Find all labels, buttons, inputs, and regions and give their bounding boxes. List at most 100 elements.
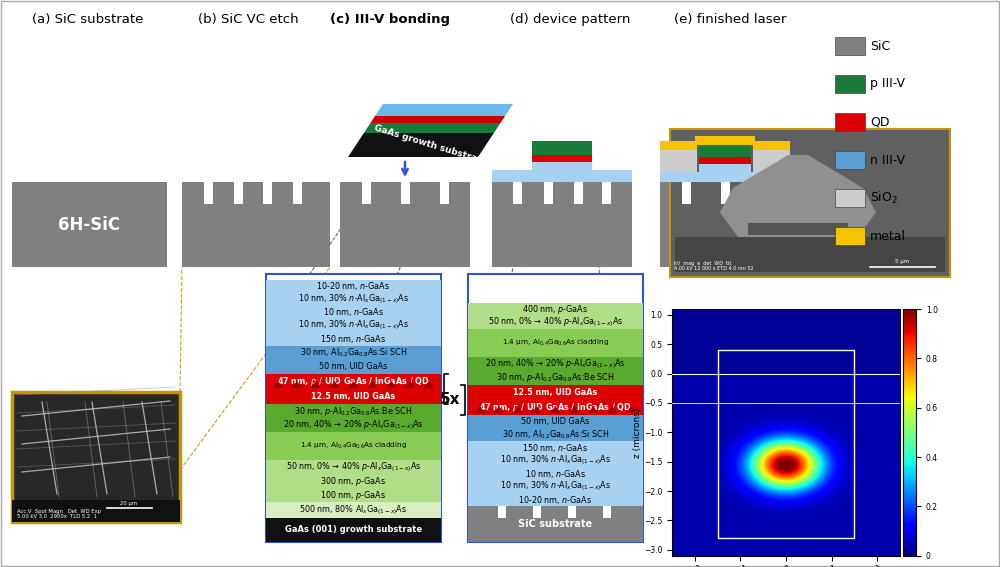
Bar bbox=[718, 350, 854, 538]
Bar bbox=[12, 392, 180, 522]
Text: 20 nm, 40% → 20% $p$-Al$_x$Ga$_{(1-x)}$As: 20 nm, 40% → 20% $p$-Al$_x$Ga$_{(1-x)}$A… bbox=[485, 357, 626, 371]
Text: 47 nm, $p$ / UID GaAs / InGaAs / QD: 47 nm, $p$ / UID GaAs / InGaAs / QD bbox=[479, 400, 632, 413]
Text: 4.00 kV 12 000 x ETD 4.0 nm 52: 4.00 kV 12 000 x ETD 4.0 nm 52 bbox=[674, 266, 754, 272]
Text: 20 nm, 40% → 20% $p$-Al$_x$Ga$_{(1-x)}$As: 20 nm, 40% → 20% $p$-Al$_x$Ga$_{(1-x)}$A… bbox=[283, 418, 424, 432]
Text: GaAs growth substrate: GaAs growth substrate bbox=[373, 124, 488, 167]
Y-axis label: z (microns): z (microns) bbox=[633, 407, 642, 458]
Text: n III-V: n III-V bbox=[870, 154, 905, 167]
Bar bbox=[748, 223, 848, 235]
Text: 1.4 μm, Al$_{0.4}$Ga$_{0.6}$As cladding: 1.4 μm, Al$_{0.4}$Ga$_{0.6}$As cladding bbox=[502, 338, 609, 348]
Polygon shape bbox=[588, 406, 598, 413]
Bar bbox=[266, 374, 441, 390]
Bar bbox=[468, 316, 643, 329]
Polygon shape bbox=[330, 381, 340, 388]
Polygon shape bbox=[626, 406, 636, 413]
Text: (b) SiC VC etch: (b) SiC VC etch bbox=[198, 12, 298, 26]
Bar bbox=[835, 113, 865, 131]
Bar bbox=[266, 502, 441, 518]
Bar bbox=[468, 454, 643, 467]
Polygon shape bbox=[532, 406, 542, 413]
Bar bbox=[266, 360, 441, 374]
Bar bbox=[266, 460, 441, 474]
Bar bbox=[266, 332, 441, 346]
Bar bbox=[266, 319, 441, 332]
Text: SiO$_2$: SiO$_2$ bbox=[870, 190, 898, 206]
Bar bbox=[12, 182, 167, 267]
Bar bbox=[266, 293, 441, 306]
Bar bbox=[266, 474, 441, 488]
Bar bbox=[266, 488, 441, 502]
Bar bbox=[468, 357, 643, 371]
Bar bbox=[682, 182, 690, 204]
Text: SiC substrate: SiC substrate bbox=[518, 519, 593, 529]
Bar bbox=[660, 141, 697, 150]
Polygon shape bbox=[424, 381, 434, 388]
Text: 1.4 μm, Al$_{0.4}$Ga$_{0.6}$As cladding: 1.4 μm, Al$_{0.4}$Ga$_{0.6}$As cladding bbox=[300, 441, 407, 451]
Text: 300 nm, $p$-GaAs: 300 nm, $p$-GaAs bbox=[320, 475, 387, 488]
Text: 50 nm, 0% → 40% $p$-Al$_x$Ga$_{(1-x)}$As: 50 nm, 0% → 40% $p$-Al$_x$Ga$_{(1-x)}$As bbox=[286, 460, 421, 474]
Text: 5x: 5x bbox=[440, 392, 460, 408]
Bar bbox=[266, 280, 441, 293]
Bar bbox=[699, 145, 751, 157]
Text: GaAs (001) growth substrate: GaAs (001) growth substrate bbox=[285, 526, 422, 535]
Bar bbox=[266, 418, 441, 432]
Text: 400 nm, $p$-GaAs: 400 nm, $p$-GaAs bbox=[522, 303, 589, 316]
Bar bbox=[498, 506, 506, 518]
Bar bbox=[660, 172, 790, 182]
Text: (a) SiC substrate: (a) SiC substrate bbox=[32, 12, 144, 26]
Bar bbox=[675, 237, 945, 272]
Bar bbox=[266, 518, 441, 542]
Polygon shape bbox=[370, 116, 505, 123]
Polygon shape bbox=[364, 123, 500, 133]
Polygon shape bbox=[607, 406, 617, 413]
Bar bbox=[468, 506, 643, 542]
Bar bbox=[670, 129, 950, 277]
Text: 5.00 kV 3.0  2900x  TLD 5.2  1: 5.00 kV 3.0 2900x TLD 5.2 1 bbox=[17, 514, 97, 519]
Text: 10 nm, 30% $n$-Al$_x$Ga$_{(1-x)}$As: 10 nm, 30% $n$-Al$_x$Ga$_{(1-x)}$As bbox=[500, 454, 611, 467]
Text: 10-20 nm, $n$-GaAs: 10-20 nm, $n$-GaAs bbox=[316, 281, 391, 293]
Bar bbox=[266, 390, 441, 404]
Bar bbox=[695, 136, 755, 145]
Text: p III-V: p III-V bbox=[870, 78, 905, 91]
Bar bbox=[568, 506, 576, 518]
Bar bbox=[468, 415, 643, 428]
Bar bbox=[234, 182, 243, 204]
Bar bbox=[468, 441, 643, 454]
Text: (d) device pattern: (d) device pattern bbox=[510, 12, 630, 26]
Bar bbox=[753, 150, 790, 172]
Bar bbox=[513, 182, 522, 204]
Bar bbox=[835, 227, 865, 245]
Bar bbox=[440, 182, 448, 204]
Bar bbox=[753, 141, 790, 150]
Text: 30 nm, $p$-Al$_{0.2}$Ga$_{0.8}$As:Be SCH: 30 nm, $p$-Al$_{0.2}$Ga$_{0.8}$As:Be SCH bbox=[496, 371, 615, 384]
Bar bbox=[544, 182, 552, 204]
Bar bbox=[182, 182, 330, 267]
Polygon shape bbox=[569, 406, 579, 413]
Bar bbox=[532, 155, 592, 162]
Polygon shape bbox=[292, 381, 302, 388]
Bar bbox=[533, 506, 541, 518]
Polygon shape bbox=[720, 155, 876, 237]
Bar bbox=[468, 399, 643, 415]
Text: 150 nm, $n$-GaAs: 150 nm, $n$-GaAs bbox=[522, 442, 589, 454]
Bar bbox=[468, 493, 643, 506]
Bar bbox=[204, 182, 213, 204]
Text: 50 nm, UID GaAs: 50 nm, UID GaAs bbox=[521, 417, 590, 426]
Text: 50 nm, 0% → 40% $p$-Al$_x$Ga$_{(1-x)}$As: 50 nm, 0% → 40% $p$-Al$_x$Ga$_{(1-x)}$As bbox=[488, 316, 623, 329]
Bar bbox=[660, 150, 697, 172]
Bar bbox=[266, 404, 441, 418]
Bar bbox=[263, 182, 272, 204]
Text: 10-20 nm, $n$-GaAs: 10-20 nm, $n$-GaAs bbox=[518, 493, 593, 506]
Bar bbox=[603, 506, 611, 518]
Text: Acc.V  Spot Magn   Det  WD Exp: Acc.V Spot Magn Det WD Exp bbox=[17, 509, 101, 514]
Bar bbox=[12, 500, 180, 522]
Text: (c) III-V bonding: (c) III-V bonding bbox=[330, 12, 450, 26]
Polygon shape bbox=[311, 381, 321, 388]
Text: 30 nm, $p$-Al$_{0.2}$Ga$_{0.8}$As:Be SCH: 30 nm, $p$-Al$_{0.2}$Ga$_{0.8}$As:Be SCH bbox=[294, 404, 413, 417]
Bar bbox=[760, 182, 768, 204]
Bar bbox=[574, 182, 583, 204]
Bar bbox=[660, 182, 790, 267]
Bar bbox=[468, 385, 643, 399]
Text: kV  mag  e  det  WD  tit: kV mag e det WD tit bbox=[674, 260, 731, 265]
Polygon shape bbox=[367, 381, 377, 388]
